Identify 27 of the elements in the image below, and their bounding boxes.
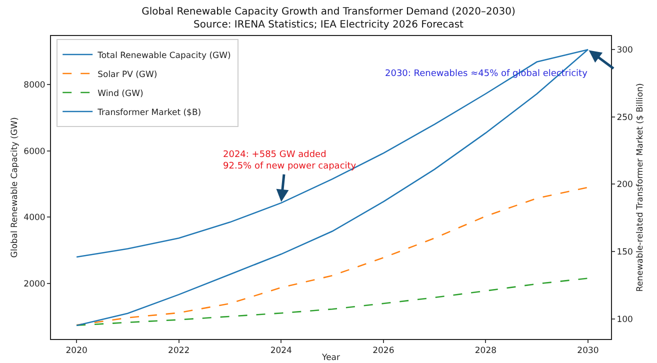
y-tick-label: 6000 — [24, 146, 46, 157]
legend-label: Solar PV (GW) — [98, 70, 158, 80]
x-tick-label: 2026 — [372, 346, 394, 356]
chart-title: Global Renewable Capacity Growth and Transformer Demand (2020–2030) — [142, 6, 516, 18]
y2-axis-title: Renewable-related Transformer Market ($ Billion) — [635, 83, 646, 292]
x-axis-title: Year — [321, 353, 340, 363]
y-axis-title: Global Renewable Capacity (GW) — [10, 117, 20, 258]
chart-subtitle: Source: IRENA Statistics; IEA Electricity 2026 Forecast — [194, 20, 464, 31]
x-tick-label: 2028 — [474, 346, 497, 356]
line-series — [76, 278, 589, 326]
legend-label: Transformer Market ($B) — [96, 108, 202, 118]
y-tick-label: 2000 — [24, 280, 46, 290]
x-tick-label: 2024 — [270, 346, 292, 356]
y2-tick-label: 100 — [616, 314, 633, 325]
y2-tick-label: 200 — [616, 180, 633, 190]
annotation: 2024: +585 GW added 92.5% of new power capacity — [223, 150, 357, 172]
y2-tick-label: 250 — [616, 112, 633, 123]
x-tick-label: 2022 — [168, 346, 190, 356]
x-tick-label: 2020 — [66, 346, 88, 356]
y-tick-label: 8000 — [24, 80, 46, 90]
line-series — [76, 186, 589, 326]
y-tick-label: 4000 — [24, 213, 46, 224]
y2-tick-label: 150 — [616, 247, 633, 258]
legend-label: Total Renewable Capacity (GW) — [96, 50, 231, 61]
x-tick-label: 2030 — [577, 346, 599, 356]
legend-label: Wind (GW) — [98, 88, 144, 99]
y2-tick-label: 300 — [616, 45, 633, 56]
